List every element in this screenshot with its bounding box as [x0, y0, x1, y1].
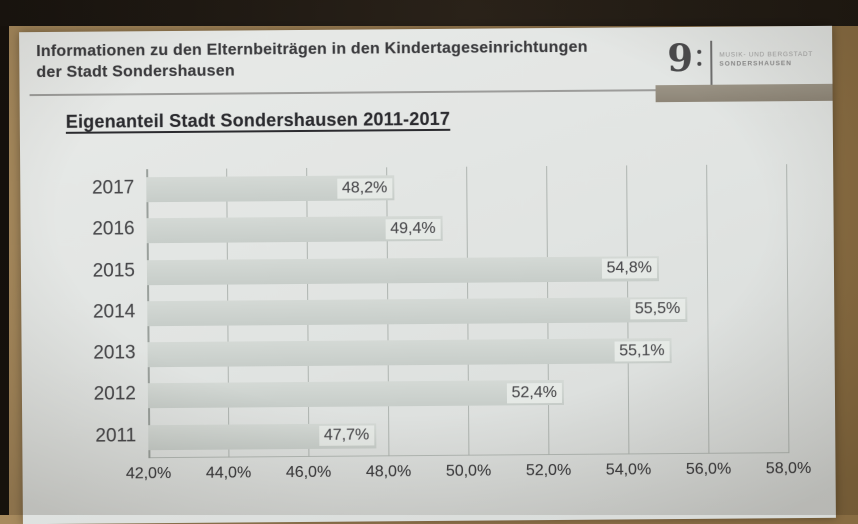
chart-bar: 54,8% — [146, 255, 660, 285]
chart-title: Eigenanteil Stadt Sondershausen 2011-201… — [65, 108, 451, 132]
value-label: 52,4% — [506, 382, 563, 404]
year-label: 2012 — [93, 383, 137, 406]
chart-bar: 47,7% — [148, 423, 377, 450]
presentation-slide: Informationen zu den Elternbeiträgen in … — [19, 25, 836, 524]
photo-dark-top-strip — [0, 0, 858, 26]
year-label: 2016 — [92, 218, 135, 240]
year-label: 2017 — [91, 177, 135, 199]
chart-bar-row: 2011 47,7% — [95, 412, 788, 458]
chart-bar-row: 2015 54,8% — [93, 247, 787, 293]
year-label: 2013 — [93, 342, 136, 364]
chart-bar: 55,5% — [147, 296, 688, 327]
year-label: 2015 — [92, 259, 136, 282]
year-label: 2014 — [92, 301, 136, 323]
header-rule-line — [29, 89, 656, 97]
x-axis-tick-label: 54,0% — [605, 461, 652, 479]
chart-bar-row: 2012 52,4% — [94, 371, 788, 417]
bass-clef-icon: 9 — [667, 35, 694, 81]
chart-bar-row: 2017 48,2% — [92, 164, 786, 210]
header-accent-bar — [655, 83, 833, 103]
bass-clef-dot-icon — [697, 49, 702, 54]
value-label: 48,2% — [336, 177, 393, 199]
bass-clef-dot-icon — [697, 61, 702, 66]
chart-bar: 55,1% — [147, 338, 672, 368]
chart-bar-row: 2014 55,5% — [93, 288, 787, 334]
x-axis-tick-label: 58,0% — [765, 459, 812, 478]
value-label: 54,8% — [601, 258, 658, 279]
logo-text-line2: SONDERSHAUSEN — [719, 60, 792, 68]
chart-bar: 52,4% — [147, 380, 565, 409]
x-axis-tick-label: 44,0% — [205, 464, 252, 482]
bar-chart-plot-area: 42,0% 44,0% 46,0% 48,0% 50,0% 52,0% 54,0% 56,0%… — [92, 164, 811, 482]
logo-text: MUSIK- UND BERGSTADT SONDERSHAUSEN — [719, 50, 813, 69]
value-label: 55,5% — [629, 299, 686, 320]
chart-bar-row: 2013 55,1% — [93, 329, 787, 375]
value-label: 55,1% — [614, 340, 670, 362]
city-logo: 9 MUSIK- UND BERGSTADT SONDERSHAUSEN — [661, 36, 826, 87]
x-axis-tick-label: 56,0% — [685, 460, 732, 478]
header-title-line2: der Stadt Sondershausen — [36, 62, 235, 82]
x-axis-tick-label: 50,0% — [445, 462, 492, 480]
chart-bar: 48,2% — [146, 175, 395, 203]
x-axis-tick-label: 48,0% — [365, 463, 412, 481]
value-label: 49,4% — [385, 218, 441, 240]
x-axis-tick-label: 46,0% — [285, 463, 332, 482]
year-label: 2011 — [95, 424, 137, 447]
x-axis-tick-label: 52,0% — [525, 461, 572, 480]
slide-header-title: Informationen zu den Elternbeiträgen in … — [36, 36, 668, 83]
logo-text-line1: MUSIK- UND BERGSTADT — [719, 50, 814, 59]
chart-bar-row: 2016 49,4% — [92, 205, 786, 251]
chart-bar: 49,4% — [146, 216, 443, 244]
photo-dark-left-edge — [0, 0, 9, 515]
logo-divider — [710, 40, 713, 85]
x-axis-tick-label: 42,0% — [125, 465, 172, 483]
value-label: 47,7% — [318, 425, 375, 447]
